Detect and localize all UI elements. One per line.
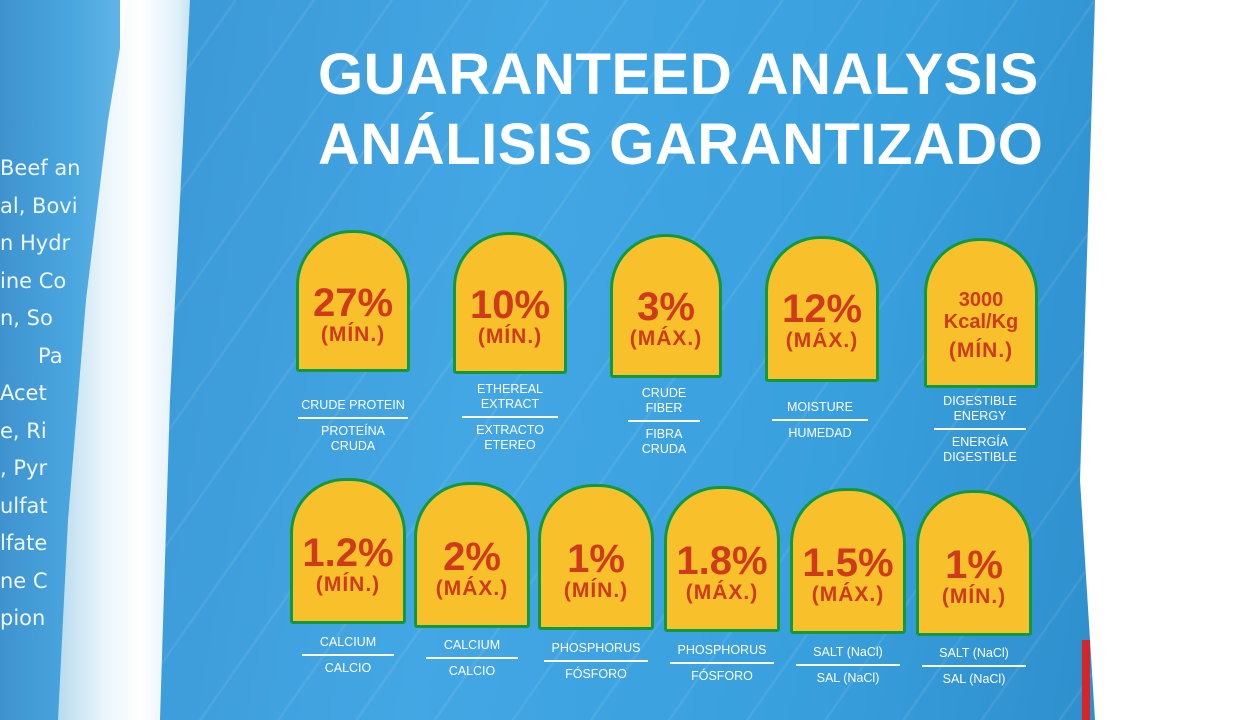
badge-qualifier: (MÁX.) (685, 581, 759, 604)
background-ingredient-text: Beef an al, Bovi n Hydr ine Co n, So Pa … (0, 150, 110, 638)
bg-line: n Hydr (0, 231, 71, 255)
label-es: HUMEDAD (788, 426, 852, 440)
bg-line: Acet (0, 381, 47, 405)
bg-line: e, Ri (0, 418, 47, 443)
badge-qualifier: (MÍN.) (563, 579, 629, 602)
badge-value: 1.5% (802, 541, 894, 585)
badge-value: 1.8% (676, 539, 768, 583)
label-calcium-max: CALCIUM CALCIO (426, 638, 518, 679)
label-es: EXTRACTO ETEREO (476, 423, 544, 452)
label-es: SAL (NaCl) (816, 671, 880, 685)
badge-qualifier: (MÁX.) (785, 329, 859, 352)
bg-line: n, So (0, 306, 53, 330)
title-english: GUARANTEED ANALYSIS (318, 42, 1039, 107)
label-es: FÓSFORO (565, 667, 627, 681)
label-calcium-min: CALCIUM CALCIO (302, 635, 394, 676)
badge-qualifier: (MÍN.) (948, 339, 1014, 362)
badge-qualifier: (MÁX.) (811, 583, 885, 606)
badge-moisture: 12% (MÁX.) (765, 236, 879, 382)
badge-salt-max: 1.5% (MÁX.) (790, 488, 906, 634)
label-en: CRUDE FIBER (628, 386, 700, 422)
badge-phosphorus-max: 1.8% (MÁX.) (664, 486, 780, 632)
badge-crude-fiber: 3% (MÁX.) (610, 234, 722, 378)
badge-value: 3% (637, 285, 695, 329)
label-phosphorus-max: PHOSPHORUS FÓSFORO (670, 643, 774, 684)
label-salt-min: SALT (NaCl) SAL (NaCl) (922, 646, 1026, 687)
label-es: CALCIO (324, 661, 372, 675)
label-en: DIGESTIBLE ENERGY (934, 394, 1026, 430)
label-crude-fiber: CRUDE FIBER FIBRA CRUDA (628, 386, 700, 457)
badge-value: 1.2% (302, 531, 394, 575)
badge-digestible-energy: 3000 Kcal/Kg (MÍN.) (924, 238, 1038, 388)
bg-line: Pa (38, 343, 63, 368)
label-digestible-energy: DIGESTIBLE ENERGY ENERGÍA DIGESTIBLE (934, 394, 1026, 465)
label-salt-max: SALT (NaCl) SAL (NaCl) (796, 645, 900, 686)
bg-line: ne C (0, 568, 48, 593)
badge-crude-protein: 27% (MÍN.) (296, 230, 410, 372)
bg-line: pion (0, 606, 46, 630)
bg-line: lfate (0, 531, 48, 555)
label-en: CALCIUM (426, 638, 518, 659)
badge-value: 1% (567, 537, 625, 581)
badge-value: 27% (312, 281, 394, 325)
badge-qualifier: (MÁX.) (629, 327, 703, 350)
bg-line: Beef an (0, 156, 81, 180)
label-ethereal-extract: ETHEREAL EXTRACT EXTRACTO ETEREO (462, 382, 558, 453)
badge-qualifier: (MÍN.) (320, 323, 386, 346)
bg-line: al, Bovi (0, 193, 78, 218)
label-en: CRUDE PROTEIN (298, 398, 408, 419)
badge-salt-min: 1% (MÍN.) (916, 490, 1032, 636)
badge-value: 10% (469, 283, 551, 327)
label-es: ENERGÍA DIGESTIBLE (943, 435, 1017, 464)
label-phosphorus-min: PHOSPHORUS FÓSFORO (544, 641, 648, 682)
label-en: ETHEREAL EXTRACT (462, 382, 558, 418)
badge-value: 12% (781, 287, 863, 331)
badge-calcium-max: 2% (MÁX.) (414, 482, 530, 628)
label-en: SALT (NaCl) (922, 646, 1026, 667)
badge-value: 1% (945, 543, 1003, 587)
badge-phosphorus-min: 1% (MÍN.) (538, 484, 654, 630)
label-es: CALCIO (448, 664, 496, 678)
badge-qualifier: (MÍN.) (477, 325, 543, 348)
label-en: MOISTURE (772, 400, 868, 421)
badge-qualifier: (MÍN.) (315, 573, 381, 596)
label-es: PROTEÍNA CRUDA (321, 424, 385, 453)
badge-value: 3000 Kcal/Kg (943, 289, 1019, 333)
badge-calcium-min: 1.2% (MÍN.) (290, 478, 406, 624)
label-en: CALCIUM (302, 635, 394, 656)
bag-red-edge (1082, 640, 1090, 720)
label-es: SAL (NaCl) (942, 672, 1006, 686)
label-moisture: MOISTURE HUMEDAD (772, 400, 868, 441)
label-en: PHOSPHORUS (544, 641, 648, 662)
label-crude-protein: CRUDE PROTEIN PROTEÍNA CRUDA (298, 398, 408, 454)
badge-qualifier: (MÁX.) (435, 577, 509, 600)
label-en: PHOSPHORUS (670, 643, 774, 664)
label-es: FÓSFORO (691, 669, 753, 683)
badge-value: 2% (443, 535, 501, 579)
bg-line: ulfat (0, 493, 48, 518)
badge-ethereal-extract: 10% (MÍN.) (453, 232, 567, 374)
label-en: SALT (NaCl) (796, 645, 900, 666)
badge-qualifier: (MÍN.) (941, 585, 1007, 608)
title-spanish: ANÁLISIS GARANTIZADO (318, 112, 1044, 177)
bg-line: ine Co (0, 268, 67, 293)
label-es: FIBRA CRUDA (641, 427, 687, 456)
bg-line: , Pyr (0, 456, 48, 480)
